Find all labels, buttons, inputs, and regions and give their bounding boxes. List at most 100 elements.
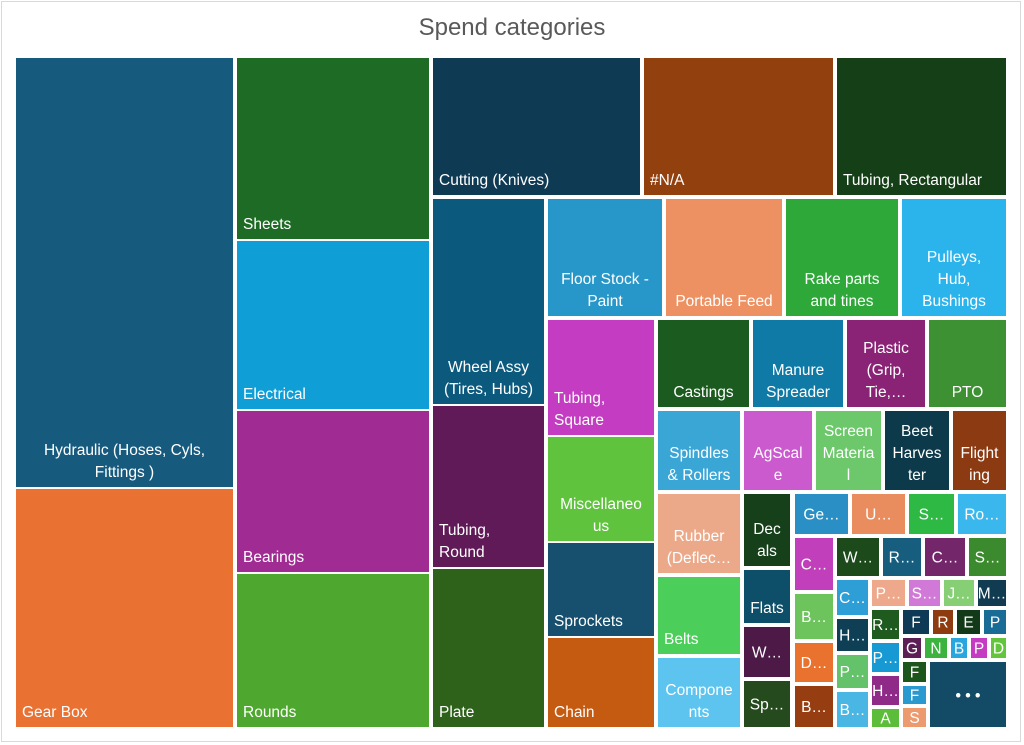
treemap-tile: Sprockets bbox=[546, 541, 656, 638]
treemap-tile-label: W… bbox=[752, 645, 782, 662]
treemap-tile: F bbox=[901, 660, 928, 684]
treemap-tile-label: Flats bbox=[750, 600, 784, 617]
treemap-tile: Gear Box bbox=[14, 487, 235, 729]
treemap-tile-label: P bbox=[974, 641, 984, 658]
treemap-tile-rect bbox=[793, 684, 835, 729]
treemap-tile-rect bbox=[656, 575, 742, 656]
treemap-tile-label: Bearings bbox=[243, 549, 304, 566]
treemap-tile-rect bbox=[14, 487, 235, 729]
treemap-tile-rect bbox=[982, 608, 1008, 636]
treemap-tile: Dec als bbox=[742, 492, 792, 568]
treemap-tile: AgScal e bbox=[742, 409, 814, 492]
treemap-tile-label: Tubing, Rectangular bbox=[843, 172, 982, 189]
treemap-tile-rect bbox=[751, 318, 845, 409]
treemap-tile-rect bbox=[870, 608, 901, 641]
treemap-tile-rect bbox=[14, 56, 235, 489]
treemap-tile-rect bbox=[901, 608, 931, 636]
treemap-tile: C… bbox=[835, 578, 870, 617]
treemap-tile: S… bbox=[967, 536, 1008, 578]
treemap-tile: Miscellaneo us bbox=[546, 435, 656, 543]
treemap-tile-label: Wheel Assy (Tires, Hubs) bbox=[444, 359, 533, 398]
treemap-tile-rect bbox=[742, 492, 792, 568]
treemap-tile-label: Portable Feed bbox=[675, 293, 772, 310]
treemap-tile-label: M… bbox=[978, 586, 1006, 603]
treemap-tile-rect bbox=[656, 492, 742, 575]
treemap-tile: • • • bbox=[928, 660, 1008, 729]
treemap-tile: Castings bbox=[656, 318, 751, 409]
treemap-tile-rect bbox=[942, 578, 976, 608]
treemap-tile-label: Beet Harves ter bbox=[892, 423, 941, 484]
treemap-tile-label: B… bbox=[801, 609, 827, 626]
treemap-tile: D bbox=[989, 636, 1008, 660]
treemap-tile-rect bbox=[923, 636, 949, 660]
treemap-tile-label: Ge… bbox=[803, 507, 839, 524]
treemap-tile: Electrical bbox=[235, 239, 431, 411]
treemap-tile-label: S… bbox=[919, 507, 945, 524]
treemap-tile: F bbox=[901, 608, 931, 636]
treemap-tile: N bbox=[923, 636, 949, 660]
treemap-tile: B… bbox=[835, 690, 870, 729]
treemap-tile-rect bbox=[835, 578, 870, 617]
treemap-tile-label: D bbox=[993, 641, 1004, 658]
treemap-tile-rect bbox=[907, 492, 956, 536]
treemap-tile-label: Rubber (Deflec… bbox=[667, 528, 732, 567]
treemap-tile-rect bbox=[969, 636, 989, 660]
treemap-tile-rect bbox=[956, 492, 1008, 536]
treemap-tile: J… bbox=[942, 578, 976, 608]
treemap-tile: P… bbox=[870, 578, 907, 608]
treemap-tile-label: Flight ing bbox=[961, 445, 1000, 484]
treemap-tile: Manure Spreader bbox=[751, 318, 845, 409]
treemap-tile-rect bbox=[742, 625, 792, 679]
treemap-tile-label: R… bbox=[872, 617, 899, 634]
treemap-tile-label: Sheets bbox=[243, 216, 292, 233]
treemap-tile-rect bbox=[923, 536, 967, 578]
treemap-tile-label: #N/A bbox=[650, 172, 685, 189]
treemap-tile-label: C… bbox=[801, 557, 828, 574]
treemap-tile: Hydraulic (Hoses, Cyls, Fittings ) bbox=[14, 56, 235, 489]
treemap-tile-rect bbox=[814, 409, 883, 492]
treemap-tile-rect bbox=[431, 567, 546, 729]
treemap-tile: S bbox=[901, 706, 928, 729]
treemap-tile: Wheel Assy (Tires, Hubs) bbox=[431, 197, 546, 406]
treemap-tile-label: R bbox=[937, 615, 948, 632]
treemap-tile-label: P bbox=[990, 615, 1000, 632]
treemap-tile-rect bbox=[949, 636, 969, 660]
treemap-tile-rect bbox=[931, 608, 955, 636]
treemap-tile: Tubing, Square bbox=[546, 318, 656, 437]
treemap-tile-label: R… bbox=[889, 550, 916, 567]
treemap-tile-label: S… bbox=[975, 550, 1001, 567]
treemap-tile-label: Ro… bbox=[964, 507, 999, 524]
treemap-tile: R bbox=[931, 608, 955, 636]
treemap-tile-rect bbox=[546, 318, 656, 437]
treemap-tile-label: Floor Stock -Paint bbox=[561, 271, 649, 310]
treemap-tile: Belts bbox=[656, 575, 742, 656]
treemap-tile-rect bbox=[235, 239, 431, 411]
treemap-tile: Tubing, Rectangular bbox=[835, 56, 1008, 197]
treemap-tile-label: Sprockets bbox=[554, 613, 623, 630]
treemap-tile-label: H… bbox=[872, 683, 899, 700]
treemap-tile-label: PTO bbox=[952, 384, 984, 401]
treemap-tile-rect bbox=[870, 674, 901, 707]
treemap-tile-label: P… bbox=[876, 586, 902, 603]
treemap-tile-rect bbox=[901, 684, 928, 706]
treemap-tile-rect bbox=[870, 578, 907, 608]
treemap-tile-rect bbox=[951, 409, 1008, 492]
treemap-tile: D… bbox=[793, 641, 835, 684]
treemap-tile: Ge… bbox=[793, 492, 850, 536]
treemap-tile-rect bbox=[901, 706, 928, 729]
more-indicator: • • • bbox=[956, 688, 981, 705]
treemap-tile-rect bbox=[901, 636, 923, 660]
treemap-tile: PTO bbox=[927, 318, 1008, 409]
treemap-tile-rect bbox=[900, 197, 1008, 318]
treemap-tile-rect bbox=[431, 56, 642, 197]
treemap-tile: Ro… bbox=[956, 492, 1008, 536]
treemap-tile-label: Compone nts bbox=[665, 682, 732, 721]
treemap-tile-label: P… bbox=[873, 650, 899, 667]
treemap-tile-rect bbox=[664, 197, 784, 318]
treemap-tile: H… bbox=[835, 617, 870, 653]
treemap-tile: Plastic (Grip, Tie,… bbox=[845, 318, 927, 409]
treemap-tile: U… bbox=[850, 492, 907, 536]
treemap-tile: Tubing, Round bbox=[431, 404, 546, 569]
treemap-tile-label: B… bbox=[801, 699, 827, 716]
